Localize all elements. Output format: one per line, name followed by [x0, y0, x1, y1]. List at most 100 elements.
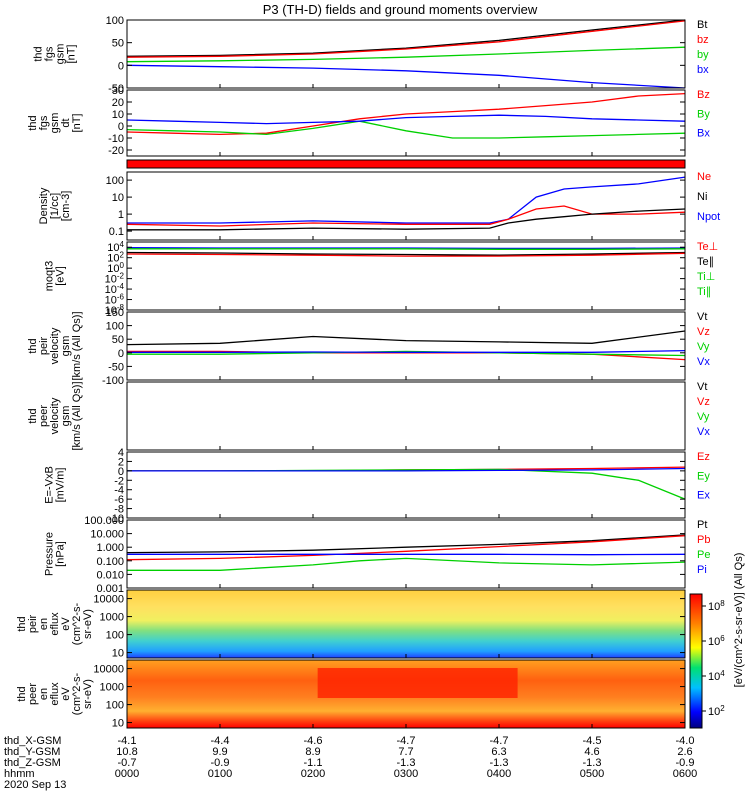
- y-axis-label: eflux: [49, 682, 61, 706]
- series-By: [126, 120, 686, 139]
- y-tick-label: 0.001: [96, 583, 124, 595]
- y-tick-label: -10: [108, 513, 124, 525]
- y-axis-label: [eV]: [55, 266, 67, 286]
- y-axis-label: en: [38, 618, 50, 630]
- y-axis-label: (cm^2-s-: [71, 672, 83, 715]
- y-axis-label: eV: [60, 617, 72, 631]
- ephemeris-bar: [127, 160, 685, 168]
- orbit-row-value: -4.6: [304, 735, 323, 747]
- y-tick-label: 0: [118, 121, 124, 133]
- orbit-row-value: -4.7: [397, 735, 416, 747]
- y-tick-exponent: -8: [117, 303, 125, 312]
- y-tick-label: 1.000: [96, 542, 124, 554]
- orbit-row-value: -4.5: [583, 735, 602, 747]
- y-tick-label: 1000: [100, 682, 124, 694]
- y-axis-label: fgs: [38, 115, 50, 130]
- orbit-row-label: thd_X-GSM: [4, 735, 61, 747]
- legend-Vy: Vy: [697, 341, 710, 353]
- y-tick-label: 30: [112, 85, 124, 97]
- orbit-row-value: 0000: [115, 768, 139, 780]
- series-by: [126, 46, 686, 63]
- y-axis-label: eV: [60, 687, 72, 701]
- series-Pb: [126, 535, 686, 561]
- legend-Pe: Pe: [697, 549, 710, 561]
- ephemeris-frame: [126, 159, 686, 169]
- panel-frame: [126, 451, 686, 519]
- series-Pe: [127, 557, 686, 571]
- series-Ne: [126, 205, 686, 227]
- series-bz: [126, 20, 686, 58]
- legend-Ez: Ez: [697, 451, 710, 463]
- panel-frame: [126, 381, 686, 451]
- orbit-row-value: 0500: [580, 768, 604, 780]
- orbit-row-value: -0.9: [676, 757, 695, 769]
- y-tick-label: 10.000: [90, 529, 124, 541]
- orbit-row-value: -1.3: [583, 757, 602, 769]
- spectrogram-electron-band: [317, 668, 518, 698]
- colorbar-tick-label: 102: [708, 704, 725, 718]
- legend-Pi: Pi: [697, 564, 707, 576]
- series-Bt: [126, 19, 686, 57]
- y-tick-label: -4: [114, 485, 124, 497]
- y-axis-label: [nT]: [66, 45, 78, 64]
- y-tick-label: 0: [118, 348, 124, 360]
- legend-Te⊥: Te⊥: [697, 241, 718, 253]
- y-axis-label: [km/s (All Qs)]: [71, 311, 83, 380]
- y-axis-label: velocity: [49, 397, 61, 434]
- y-axis-label: thd: [16, 686, 28, 701]
- y-tick-exponent: 0: [120, 261, 125, 270]
- y-tick-label: -50: [108, 361, 124, 373]
- y-tick-label: 10000: [93, 594, 124, 606]
- y-axis-label: gsm: [60, 336, 72, 357]
- orbit-row-label: thd_Z-GSM: [4, 757, 61, 769]
- orbit-row-value: 10.8: [116, 746, 137, 758]
- y-tick-label: 100: [106, 321, 124, 333]
- y-tick-label: 100: [106, 700, 124, 712]
- y-tick-label: -6: [114, 494, 124, 506]
- series-Ni: [127, 208, 686, 231]
- figure-title: P3 (TH-D) fields and ground moments over…: [263, 2, 538, 17]
- legend-Vt: Vt: [697, 311, 707, 323]
- legend-Bx: Bx: [697, 128, 710, 140]
- series-Ti∥: [127, 248, 686, 250]
- y-tick-label: 100: [106, 15, 124, 27]
- y-axis-label: gsm: [60, 406, 72, 427]
- legend-Vy: Vy: [697, 411, 710, 423]
- y-tick-label: 4: [118, 447, 124, 459]
- y-axis-label: [nPa]: [55, 541, 67, 567]
- y-tick-label: 10: [112, 192, 124, 204]
- y-axis-label: thd: [27, 115, 39, 130]
- orbit-row-value: -1.3: [490, 757, 509, 769]
- orbit-row-value: 0400: [487, 768, 511, 780]
- panel-frame: [126, 89, 686, 157]
- y-tick-label: -20: [108, 145, 124, 157]
- panel-peir-en: 10000 1000 100 10 thd peir en eflux eV (cm^2-s-sr…: [16, 589, 686, 660]
- y-tick-exponent: -2: [117, 272, 125, 281]
- orbit-row-value: 2.6: [677, 746, 692, 758]
- legend-Vt: Vt: [697, 381, 707, 393]
- y-tick-label: -8: [114, 504, 124, 516]
- panel-peer-vel: thd peer velocity gsm [km/s (All Qs)] Vt Vz Vy V…: [27, 381, 710, 451]
- legend-Ne: Ne: [697, 171, 711, 183]
- y-tick-label: 10: [112, 109, 124, 121]
- spectrogram-ion: [127, 590, 685, 658]
- y-axis-label: thd: [33, 46, 45, 61]
- orbit-row-value: -1.1: [304, 757, 323, 769]
- legend-Bz: Bz: [697, 89, 710, 101]
- orbit-row-value: -4.4: [211, 735, 230, 747]
- y-axis-label: gsm: [49, 113, 61, 134]
- y-tick-exponent: 4: [120, 240, 125, 249]
- y-tick-exponent: 2: [120, 251, 125, 260]
- y-tick-label: 50: [112, 38, 124, 50]
- y-axis-label: thd: [16, 616, 28, 631]
- legend-Vz: Vz: [697, 326, 710, 338]
- colorbar-tick-exponent: 2: [720, 704, 725, 713]
- series-Ey: [127, 468, 686, 500]
- y-axis-label: dt: [60, 118, 72, 127]
- y-tick-label: 10: [112, 648, 124, 660]
- y-tick-label: 2: [118, 456, 124, 468]
- legend-by: by: [697, 49, 709, 61]
- colorbar-tick-exponent: 4: [720, 669, 725, 678]
